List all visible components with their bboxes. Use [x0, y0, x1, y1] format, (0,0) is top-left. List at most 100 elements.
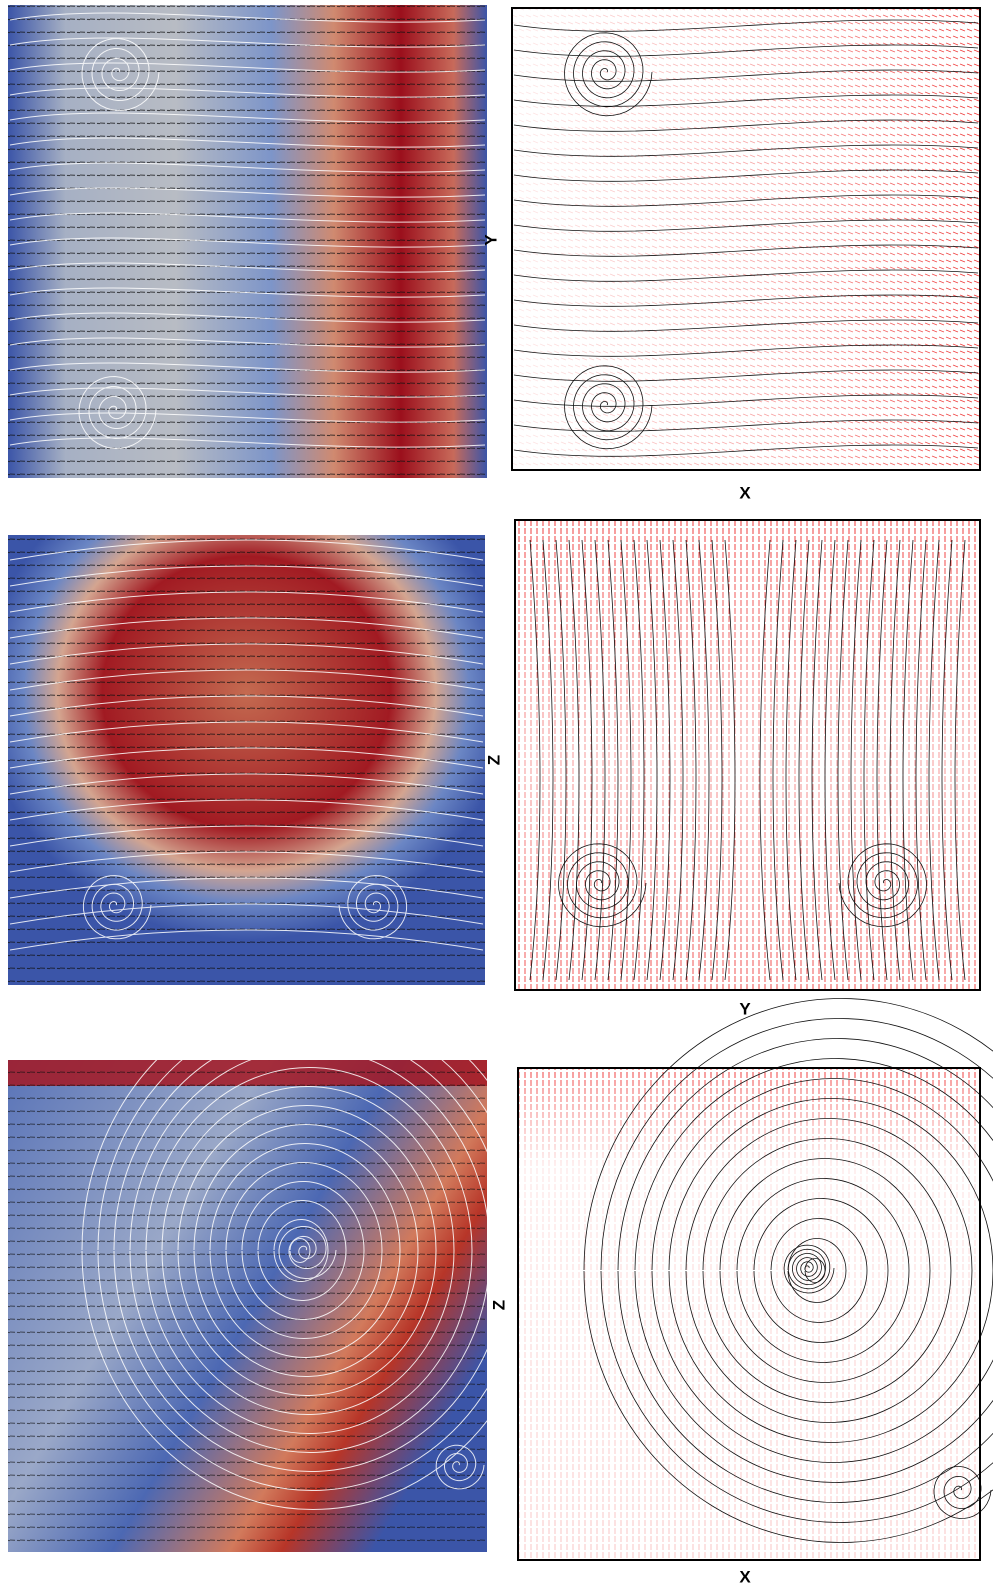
streamline — [863, 539, 875, 981]
streamline — [9, 312, 486, 323]
streamline — [513, 369, 979, 382]
streamline — [9, 903, 484, 925]
streamline — [711, 539, 723, 981]
vortex — [81, 37, 160, 112]
streamline — [9, 799, 484, 821]
streamline — [9, 387, 486, 398]
streamline — [513, 319, 979, 332]
streamline — [954, 539, 966, 981]
streamline — [513, 344, 979, 357]
streamline — [651, 1078, 993, 1463]
streamline — [529, 539, 541, 981]
streamline — [9, 337, 486, 348]
streamline — [736, 1178, 910, 1363]
streamline — [787, 1238, 847, 1303]
streamline — [583, 998, 993, 1543]
vortex — [564, 365, 653, 450]
streamline — [9, 262, 486, 273]
streamline — [772, 539, 784, 981]
vector-panel-2 — [514, 519, 981, 991]
streamline — [753, 1198, 889, 1343]
streamline — [9, 137, 486, 148]
streamline — [634, 1058, 993, 1483]
streamline — [9, 12, 486, 23]
streamline — [513, 269, 979, 282]
streamline — [941, 539, 953, 981]
streamline — [161, 1086, 455, 1415]
streamline — [513, 394, 979, 407]
streamline — [702, 1138, 952, 1403]
streamline — [9, 412, 486, 423]
vector-panel-1 — [511, 7, 981, 471]
streamline — [513, 194, 979, 207]
streamline — [915, 539, 927, 981]
streamline — [9, 287, 486, 298]
streamline — [9, 877, 484, 899]
streamline — [9, 112, 486, 123]
streamline — [9, 851, 484, 873]
streamline — [698, 539, 710, 981]
x-axis-label: X — [739, 483, 751, 502]
streamline — [633, 539, 645, 981]
streamline — [9, 362, 486, 373]
streamline — [9, 591, 484, 613]
streamline — [113, 1029, 509, 1472]
contour-panel-2 — [8, 535, 485, 985]
streamline — [759, 539, 771, 981]
streamline — [9, 187, 486, 198]
streamline — [9, 825, 484, 847]
streamline — [9, 669, 484, 691]
vortex — [783, 1244, 835, 1294]
streamline — [837, 539, 849, 981]
streamline — [289, 1238, 311, 1263]
streamline — [9, 539, 484, 561]
streamline — [594, 539, 606, 981]
streamline — [928, 539, 940, 981]
streamline — [513, 169, 979, 182]
streamline — [617, 1038, 993, 1503]
streamline — [9, 721, 484, 743]
streamline — [513, 19, 979, 32]
streamline — [620, 539, 632, 981]
streamline — [9, 565, 484, 587]
streamline — [513, 119, 979, 132]
vortex — [278, 1226, 337, 1280]
vortex — [338, 875, 408, 940]
streamline — [811, 539, 823, 981]
y-axis-label: Z — [484, 755, 503, 765]
streamline — [513, 144, 979, 157]
streamline — [241, 1181, 365, 1320]
streamline — [785, 539, 797, 981]
streamline — [824, 539, 836, 981]
streamline — [9, 62, 486, 73]
streamline — [9, 37, 486, 48]
y-axis-label: Z — [489, 1300, 508, 1310]
y-axis-label: Y — [481, 234, 500, 246]
streamline — [889, 539, 901, 981]
streamline — [177, 1105, 437, 1396]
vector-panel-3 — [517, 998, 993, 1561]
streamline — [9, 162, 486, 173]
streamline — [9, 773, 484, 795]
streamline — [600, 1018, 993, 1523]
vortex — [564, 32, 653, 117]
streamline — [225, 1162, 383, 1339]
streamline — [770, 1218, 868, 1323]
streamline — [685, 539, 697, 981]
streamline — [193, 1124, 419, 1377]
streamline — [209, 1143, 401, 1358]
streamline — [9, 643, 484, 665]
streamline — [257, 1200, 347, 1301]
streamline — [9, 212, 486, 223]
vortex — [435, 1444, 485, 1490]
streamline — [513, 219, 979, 232]
x-axis-label: Y — [739, 999, 751, 1018]
streamline — [513, 69, 979, 82]
streamline — [9, 237, 486, 248]
streamline — [542, 539, 554, 981]
streamline — [555, 539, 567, 981]
streamline — [659, 539, 671, 981]
vortex — [838, 843, 927, 928]
